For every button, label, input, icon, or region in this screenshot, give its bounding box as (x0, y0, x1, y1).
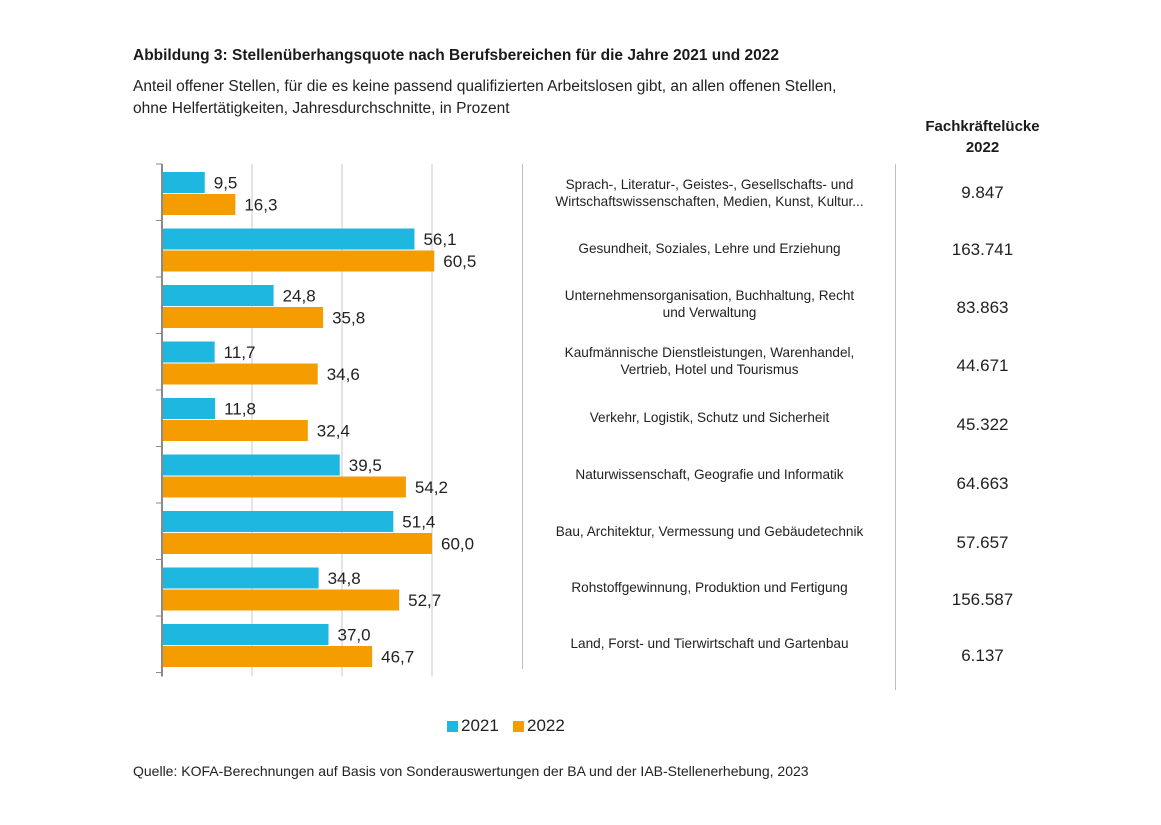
fachkraefteluecke-value-2: 163.741 (951, 240, 1014, 259)
fachkraefteluecke-value-7: 57.657 (956, 533, 1009, 552)
fachkraefteluecke-value-8: 156.587 (951, 590, 1014, 609)
legend-swatch-2022 (513, 720, 524, 732)
value-label-2022-1: 16,3 (244, 196, 277, 215)
fachkraefteluecke-value-9: 6.137 (961, 646, 1004, 665)
value-label-2022-7: 60,0 (441, 535, 474, 554)
value-label-2021-3: 24,8 (283, 287, 316, 306)
fachkraefteluecke-value-6: 64.663 (956, 474, 1009, 493)
subtitle-line-1: Anteil offener Stellen, für die es keine… (133, 78, 837, 95)
source-note: Quelle: KOFA-Berechnungen auf Basis von … (133, 763, 809, 779)
value-label-2021-4: 11,7 (224, 343, 256, 362)
column-separator-right (895, 164, 896, 690)
value-label-2022-2: 60,5 (443, 252, 476, 271)
legend-label-2021: 2021 (461, 716, 499, 735)
value-label-2021-2: 56,1 (423, 230, 456, 249)
value-label-2021-9: 37,0 (338, 626, 371, 645)
value-label-2021-5: 11,8 (224, 400, 256, 419)
bar-2022-1 (162, 194, 236, 215)
category-label-4-line-2: Vertrieb, Hotel und Tourismus (620, 362, 799, 377)
bar-2022-8 (162, 589, 400, 611)
bar-2021-9 (162, 624, 329, 645)
fachkraefteluecke-value-4: 44.671 (956, 356, 1009, 375)
value-label-2021-1: 9,5 (214, 174, 238, 193)
category-label-2: Gesundheit, Soziales, Lehre und Erziehun… (527, 240, 892, 257)
value-label-2022-6: 54,2 (415, 478, 448, 497)
bar-2021-4 (162, 341, 215, 363)
fachkraefteluecke-header-line-2: 2022 (965, 139, 1000, 156)
category-label-1-line-1: Sprach-, Literatur-, Geistes-, Gesellsch… (565, 177, 854, 192)
category-label-7: Bau, Architektur, Vermessung und Gebäude… (527, 523, 892, 540)
bar-2022-3 (162, 307, 324, 328)
bar-2022-6 (162, 476, 406, 498)
subtitle-line-2: ohne Helfertätigkeiten, Jahresdurchschni… (133, 100, 510, 117)
bar-2022-4 (162, 363, 318, 385)
category-label-7-line-1: Bau, Architektur, Vermessung und Gebäude… (555, 524, 864, 539)
value-label-2022-8: 52,7 (408, 591, 441, 610)
fachkraefteluecke-value-5: 45.322 (956, 415, 1009, 434)
chart-title: Abbildung 3: Stellenüberhangsquote nach … (133, 47, 779, 64)
legend: 2021 2022 (0, 716, 1161, 740)
category-label-1: Sprach-, Literatur-, Geistes-, Gesellsch… (527, 176, 892, 210)
legend-label-2022: 2022 (527, 716, 565, 735)
fachkraefteluecke-header-line-1: Fachkräftelücke (925, 118, 1040, 135)
bar-2022-2 (162, 250, 435, 272)
category-label-6-line-1: Naturwissenschaft, Geografie und Informa… (575, 467, 844, 482)
category-label-9: Land, Forst- und Tierwirtschaft und Gart… (527, 635, 892, 652)
category-label-6: Naturwissenschaft, Geografie und Informa… (527, 466, 892, 483)
value-label-2022-9: 46,7 (381, 648, 414, 667)
bar-2022-5 (162, 420, 308, 441)
category-label-1-line-2: Wirtschaftswissenschaften, Medien, Kunst… (555, 194, 864, 209)
chart-subtitle: Anteil offener Stellen, für die es keine… (133, 76, 933, 120)
category-label-8-line-1: Rohstoffgewinnung, Produktion und Fertig… (571, 580, 848, 595)
category-label-5: Verkehr, Logistik, Schutz und Sicherheit (527, 409, 892, 426)
fachkraefteluecke-value-1: 9.847 (961, 183, 1004, 202)
value-label-2021-8: 34,8 (328, 569, 361, 588)
category-label-4: Kaufmännische Dienstleistungen, Warenhan… (527, 344, 892, 378)
legend-item-2022: 2022 (513, 716, 565, 736)
bar-2021-8 (162, 567, 319, 589)
value-label-2021-7: 51,4 (402, 513, 435, 532)
value-label-2022-5: 32,4 (317, 422, 350, 441)
category-label-9-line-1: Land, Forst- und Tierwirtschaft und Gart… (570, 636, 849, 651)
category-label-3: Unternehmensorganisation, Buchhaltung, R… (527, 287, 892, 321)
bar-2021-3 (162, 285, 274, 306)
fachkraefteluecke-header: Fachkräftelücke 2022 (905, 116, 1060, 158)
category-label-3-line-2: und Verwaltung (662, 305, 757, 320)
fachkraefteluecke-value-3: 83.863 (956, 298, 1009, 317)
bar-2021-6 (162, 454, 340, 476)
category-label-3-line-1: Unternehmensorganisation, Buchhaltung, R… (564, 288, 855, 303)
bar-2022-7 (162, 533, 432, 554)
value-label-2022-3: 35,8 (332, 309, 365, 328)
category-label-8: Rohstoffgewinnung, Produktion und Fertig… (527, 579, 892, 596)
category-label-5-line-1: Verkehr, Logistik, Schutz und Sicherheit (589, 410, 830, 425)
category-label-2-line-1: Gesundheit, Soziales, Lehre und Erziehun… (578, 241, 841, 256)
bar-2021-1 (162, 172, 205, 193)
category-label-4-line-1: Kaufmännische Dienstleistungen, Warenhan… (564, 345, 855, 360)
value-label-2021-6: 39,5 (349, 456, 382, 475)
legend-swatch-2021 (447, 720, 458, 732)
legend-item-2021: 2021 (447, 716, 499, 736)
value-label-2022-4: 34,6 (327, 365, 360, 384)
bar-2021-2 (162, 228, 415, 250)
column-separator-left (522, 164, 523, 669)
bar-2022-9 (162, 646, 373, 667)
bar-2021-7 (162, 511, 394, 532)
bar-2021-5 (162, 398, 216, 419)
